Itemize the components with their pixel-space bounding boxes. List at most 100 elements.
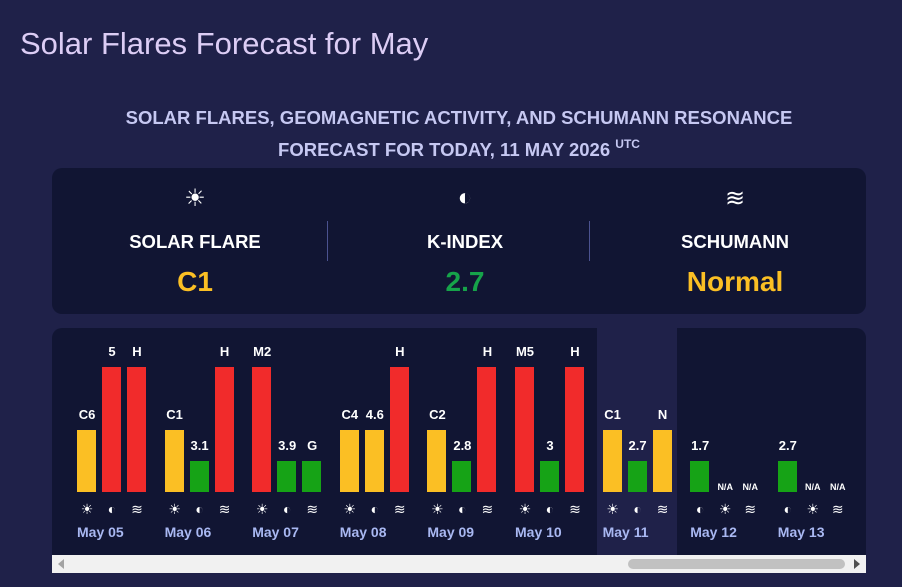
bar-icon: ◐ [633,501,642,517]
page-title: Solar Flares Forecast for May [20,26,429,61]
bar-label: 2.8 [453,437,472,453]
summary-icon: ≋ [724,185,746,212]
bar-label: 3.1 [190,437,209,453]
scroll-arrows [58,559,860,569]
bar-icon: ☀ [806,501,820,517]
summary-label: K-INDEX [426,231,504,252]
bar [427,429,447,492]
bar [602,429,622,492]
bar [627,460,647,492]
summary-icon: ☀ [184,185,206,212]
bar-icon: ◐ [545,501,555,517]
bar [364,429,384,492]
bar-icon: ◐ [458,501,467,517]
date-label: May 08 [339,524,387,540]
bar-label: H [482,344,493,359]
bar-icon: ☀ [718,501,732,517]
date-label: May 13 [777,524,825,540]
date-label: May 06 [164,524,212,540]
subtitle-sup: UTC [615,137,640,151]
bar-label: 2.7 [778,437,797,453]
bar [565,367,584,492]
bar-label: H [219,344,230,359]
bar [515,367,534,492]
bar-icon: ☀ [518,501,532,517]
bar-icon: ≋ [306,501,319,517]
bar-label: C1 [604,406,621,422]
bar-icon: ≋ [393,501,406,517]
bar-icon: ◐ [107,501,117,517]
bar-icon: ≋ [481,501,494,517]
bar-icon: ≋ [569,501,581,517]
bar [652,429,672,492]
bar-label: M5 [515,344,535,359]
bar [164,429,184,492]
bar-icon: ◐ [282,501,292,517]
summary-icon: ◐ [457,184,473,211]
bar [452,460,472,492]
bar-icon: ☀ [80,501,94,517]
bar-label: C4 [341,406,359,422]
bar [339,429,359,492]
scroll-thumb[interactable] [628,559,845,569]
bar [690,460,710,492]
summary-card: ☀ SOLAR FLARE C1 ◐ K-INDEX 2.7 ≋ SCHUMANN Normal [52,168,866,314]
bar [477,367,497,492]
summary-value: C1 [177,266,213,297]
date-label: May 10 [515,524,562,540]
bar [277,460,297,492]
bar-label: 4.6 [365,406,384,422]
bar-label: 3 [546,437,554,453]
bar-icon: ◐ [370,501,380,517]
bar-label: N [657,406,668,422]
bar-label: C1 [166,406,183,422]
summary-value: Normal [686,266,784,297]
bar-label: N/A [805,482,821,492]
bar-label: H [570,344,580,359]
date-label: May 05 [77,524,124,540]
date-label: May 09 [427,524,475,540]
bar-label: N/A [742,482,758,492]
bar-icon: ◐ [195,501,204,517]
bar-icon: ≋ [656,501,669,517]
bar-icon: ◐ [695,501,705,517]
bar-label: H [132,344,142,359]
bar-label: 1.7 [691,437,710,453]
summary-value: 2.7 [445,266,485,297]
bar [540,460,559,492]
bar-label: 2.7 [628,437,647,453]
summary-label: SOLAR FLARE [129,231,261,252]
bar-label: N/A [717,482,733,492]
bar [302,460,322,492]
bar-icon: ≋ [831,501,844,517]
bar-icon: ≋ [131,501,143,517]
bar [127,367,146,492]
bar [777,460,797,492]
bar-label: H [395,344,405,359]
bar-icon: ☀ [431,501,444,517]
bar-icon: ◐ [783,501,793,517]
bar-label: 5 [108,344,116,359]
date-label: May 07 [252,524,299,540]
forecast-panel: C6 ☀ 5 ◐ H ≋ May 05 C1 ☀ 3.1 ◐ H ≋ May 06 M2 ☀ 3.9 ◐ G ≋ May… [52,328,866,555]
bar-label: G [307,437,318,453]
bar [102,367,121,492]
subtitle-text: SOLAR FLARES, GEOMAGNETIC ACTIVITY, AND … [125,107,793,160]
bar-icon: ≋ [218,501,231,517]
subtitle: SOLAR FLARES, GEOMAGNETIC ACTIVITY, AND … [80,104,838,163]
summary-label: SCHUMANN [681,231,789,252]
bar-label: N/A [830,482,846,492]
bar-label: 3.9 [278,437,297,453]
scroll-left[interactable] [58,559,64,569]
bar [389,367,409,492]
bar-icon: ☀ [343,501,357,517]
bar-icon: ☀ [255,501,269,517]
date-label: May 11 [602,524,649,540]
bar-label: C6 [78,406,96,422]
scroll-right[interactable] [854,559,860,569]
bar-label: M2 [253,344,272,359]
bar [252,367,272,492]
scrollbar[interactable] [52,555,866,573]
separator [327,221,328,261]
